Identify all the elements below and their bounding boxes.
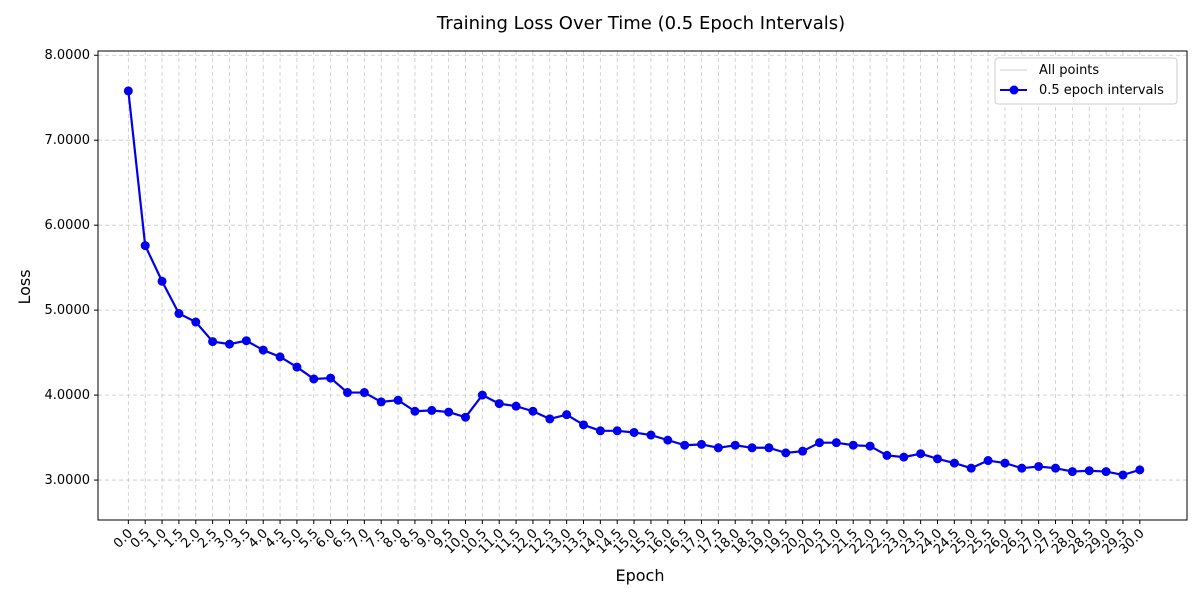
data-point: [747, 443, 757, 453]
data-point: [1118, 470, 1128, 480]
legend-label-epoch-intervals: 0.5 epoch intervals: [1039, 83, 1164, 98]
data-point: [629, 427, 639, 437]
data-point: [949, 458, 959, 468]
data-point: [646, 430, 656, 440]
data-point: [1051, 463, 1061, 473]
data-point: [140, 241, 150, 251]
data-point: [545, 414, 555, 424]
data-point: [1017, 463, 1027, 473]
data-point: [562, 410, 572, 420]
data-point: [123, 86, 133, 96]
data-point: [781, 448, 791, 458]
data-point: [511, 401, 521, 411]
data-point: [730, 440, 740, 450]
data-point: [966, 463, 976, 473]
data-point: [258, 345, 268, 355]
grid-layer: [98, 51, 1187, 520]
data-point: [697, 439, 706, 449]
legend-box: [994, 57, 1178, 105]
data-point: [528, 406, 538, 416]
chart-title: Training Loss Over Time (0.5 Epoch Inter…: [436, 13, 845, 34]
y-tick-label: 5.0000: [45, 303, 91, 318]
data-point: [680, 440, 690, 450]
data-point: [1000, 458, 1010, 468]
data-point: [292, 362, 302, 372]
x-axis-label: Epoch: [616, 566, 665, 585]
y-tick-label: 4.0000: [45, 388, 91, 403]
data-point: [241, 336, 251, 346]
y-tick-label: 3.0000: [45, 473, 91, 488]
data-point: [663, 435, 673, 445]
y-axis-label: Loss: [15, 269, 34, 304]
data-point: [494, 399, 504, 409]
data-point: [798, 446, 808, 456]
data-point: [612, 426, 622, 436]
data-point: [326, 373, 336, 383]
data-point: [764, 443, 774, 453]
data-point: [831, 438, 841, 448]
data-point: [157, 276, 167, 286]
data-point: [848, 440, 858, 450]
data-point: [174, 309, 184, 319]
data-point: [359, 388, 369, 398]
data-point: [444, 407, 454, 417]
data-point: [899, 452, 909, 462]
data-point: [916, 449, 926, 459]
y-axis-ticks: 3.0000 4.0000 5.0000 6.0000 7.0000 8.0000: [45, 48, 98, 488]
data-point: [309, 374, 319, 384]
data-point: [1101, 467, 1111, 477]
data-point: [579, 420, 588, 430]
y-tick-label: 8.0000: [45, 48, 91, 63]
data-point: [1034, 461, 1044, 471]
data-point: [427, 405, 437, 415]
plot-frame: [97, 50, 1188, 521]
data-point: [865, 441, 875, 451]
y-tick-label: 6.0000: [45, 218, 91, 233]
data-point: [1084, 466, 1094, 476]
data-point: [376, 397, 386, 407]
data-point: [933, 454, 943, 464]
legend: All points 0.5 epoch intervals: [994, 57, 1178, 105]
legend-label-all-points: All points: [1039, 63, 1099, 78]
data-point: [477, 390, 487, 400]
data-point: [1135, 465, 1145, 475]
data-point: [713, 443, 723, 453]
data-point: [1067, 467, 1077, 477]
series-layer: [123, 86, 1145, 480]
data-point: [191, 317, 201, 327]
legend-marker-epoch-intervals: [1009, 85, 1019, 95]
data-point: [224, 339, 234, 349]
data-point: [983, 456, 993, 466]
data-point: [208, 337, 218, 347]
data-point: [275, 352, 285, 362]
data-point: [595, 426, 605, 436]
data-point: [393, 395, 403, 405]
data-point: [342, 388, 352, 398]
data-point: [410, 406, 420, 416]
data-point: [461, 412, 470, 422]
y-tick-label: 7.0000: [45, 133, 91, 148]
data-point: [815, 438, 824, 448]
data-point: [882, 450, 892, 460]
